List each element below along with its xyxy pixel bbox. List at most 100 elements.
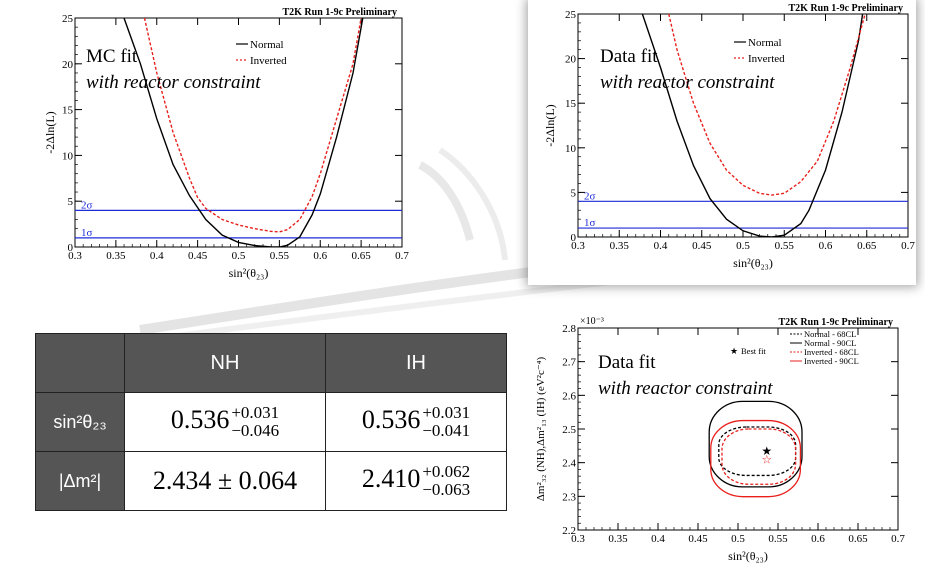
table-header-row: NH IH (35, 333, 507, 393)
x-tick-label: 0.55 (775, 240, 795, 252)
contour-inverted-90cl (710, 419, 802, 498)
x-tick-label: 0.35 (610, 240, 630, 252)
chart-header: T2K Run 1-9c Preliminary (778, 317, 893, 328)
x-tick-label: 0.4 (654, 240, 668, 252)
x-tick-label: 0.3 (571, 240, 585, 252)
y-tick-label: 5 (68, 196, 74, 208)
y-tick-label: 20 (565, 54, 577, 66)
y-tick-label: 2.8 (562, 323, 576, 335)
x-tick-label: 0.6 (819, 240, 833, 252)
x-tick-label: 0.55 (768, 533, 788, 545)
y-tick-label: 25 (62, 13, 74, 25)
contour-inverted-68cl (721, 428, 797, 485)
annotation-subtitle: with reactor constraint (86, 72, 261, 93)
legend-label: Normal - 68CL (804, 329, 856, 339)
y-tick-label: 2.4 (562, 458, 576, 470)
legend-label: Normal (250, 39, 284, 51)
x-tick-label: 0.35 (608, 533, 628, 545)
contour-normal-68cl (718, 426, 797, 477)
x-tick-label: 0.5 (736, 240, 750, 252)
chart-header: T2K Run 1-9c Preliminary (788, 3, 903, 14)
y-tick-label: 15 (565, 98, 577, 110)
x-tick-label: 0.3 (571, 533, 585, 545)
error-down: −0.063 (422, 480, 471, 499)
x-tick-label: 0.45 (688, 533, 708, 545)
row-label-delta-m2: |Δm²| (35, 451, 125, 511)
x-tick-label: 0.5 (232, 250, 246, 262)
column-header-ih: IH (325, 333, 507, 393)
y-tick-label: 20 (62, 59, 74, 71)
error-up: +0.062 (422, 462, 471, 481)
value-errors: +0.031 −0.046 (231, 404, 279, 440)
x-tick-label: 0.4 (651, 533, 665, 545)
y-exponent-label: ×10⁻³ (580, 316, 604, 327)
y-tick-label: 0 (571, 232, 577, 244)
sigma-label: 1σ (81, 227, 93, 239)
annotation-subtitle: with reactor constraint (598, 378, 773, 399)
x-tick-label: 0.6 (313, 250, 327, 262)
x-axis-label: sin²(θ₂₃) (728, 549, 768, 563)
x-tick-label: 0.5 (731, 533, 745, 545)
table-row: |Δm²| 2.434 ± 0.064 2.410 +0.062 −0.063 (35, 451, 507, 511)
row-label-sin2theta23: sin²θ₂₃ (35, 392, 125, 452)
y-tick-label: 10 (565, 143, 577, 155)
data-fit-likelihood-chart: 0.3 0.35 0.4 0.45 0.5 0.55 0.6 0.65 0.7 0 5 10 15 20 2… (528, 0, 916, 285)
cell-nh-sin2theta23: 0.536 +0.031 −0.046 (124, 392, 326, 452)
cell-ih-sin2theta23: 0.536 +0.031 −0.041 (325, 392, 507, 452)
x-tick-label: 0.65 (848, 533, 868, 545)
error-down: −0.041 (422, 421, 471, 440)
x-tick-label: 0.7 (901, 240, 915, 252)
contour-chart: 0.3 0.35 0.4 0.45 0.5 0.55 0.6 0.65 0.7 2.2 2.3 2.4… (528, 300, 908, 577)
legend-label: Normal - 90CL (804, 338, 856, 348)
normal-curve (641, 14, 864, 237)
x-axis-label: sin²(θ₂₃) (733, 256, 773, 270)
legend-label: Inverted (250, 55, 287, 67)
x-tick-label: 0.55 (270, 250, 290, 262)
value-main: 0.536 (170, 404, 230, 434)
y-axis-label: -2Δln(L) (543, 104, 557, 146)
column-header-nh: NH (124, 333, 326, 393)
y-tick-label: 2.3 (562, 491, 576, 503)
y-axis-label: Δm²₃₂ (NH),Δm²₁₃ (IH) (eV²c⁻⁴) (535, 357, 547, 502)
value-errors: +0.062 −0.063 (422, 463, 470, 499)
cell-ih-delta-m2: 2.410 +0.062 −0.063 (325, 451, 507, 511)
legend-star-icon: ★ (730, 346, 738, 356)
y-axis-label: -2Δln(L) (43, 111, 57, 153)
y-tick-label: 15 (62, 105, 74, 117)
y-tick-label: 2.7 (562, 357, 576, 369)
chart-header: T2K Run 1-9c Preliminary (282, 7, 397, 18)
table-row: sin²θ₂₃ 0.536 +0.031 −0.046 0.536 +0.031 −0.… (35, 392, 507, 452)
annotation-title: Data fit (598, 352, 656, 373)
sigma-label: 1σ (584, 217, 596, 229)
x-tick-label: 0.65 (857, 240, 877, 252)
contour-normal-90cl (708, 400, 803, 488)
legend-label: Inverted (748, 53, 785, 65)
value-main: 0.536 (361, 404, 421, 434)
annotation-title: Data fit (600, 46, 658, 67)
normal-curve (123, 18, 364, 247)
x-tick-label: 0.6 (811, 533, 825, 545)
legend-label: Normal (748, 37, 782, 49)
legend-label: Inverted - 90CL (804, 356, 859, 366)
best-fit-star-normal: ★ (761, 444, 772, 458)
value-errors: +0.031 −0.041 (422, 404, 470, 440)
y-tick-label: 2.6 (562, 390, 576, 402)
cell-nh-delta-m2: 2.434 ± 0.064 (124, 451, 326, 511)
best-fit-star-inverted: ☆ (761, 452, 772, 466)
x-tick-label: 0.3 (68, 250, 82, 262)
x-tick-label: 0.7 (395, 250, 409, 262)
legend-label: Inverted - 68CL (804, 347, 859, 357)
x-tick-label: 0.4 (150, 250, 164, 262)
y-tick-label: 5 (571, 187, 577, 199)
inverted-curve (668, 14, 866, 196)
x-axis-label: sin²(θ₂₃) (229, 266, 269, 280)
annotation-subtitle: with reactor constraint (600, 72, 775, 93)
mc-fit-likelihood-chart: 0.3 0.35 0.4 0.45 0.5 0.55 0.6 0.65 0.7 0 5 10 15 20 2… (40, 0, 410, 285)
x-tick-label: 0.45 (692, 240, 712, 252)
legend-best-fit-label: Best fit (741, 346, 766, 356)
x-tick-label: 0.45 (188, 250, 208, 262)
y-tick-label: 10 (62, 150, 74, 162)
sigma-label: 2σ (81, 199, 93, 211)
x-tick-label: 0.65 (352, 250, 372, 262)
value-main: 2.410 (361, 463, 421, 493)
